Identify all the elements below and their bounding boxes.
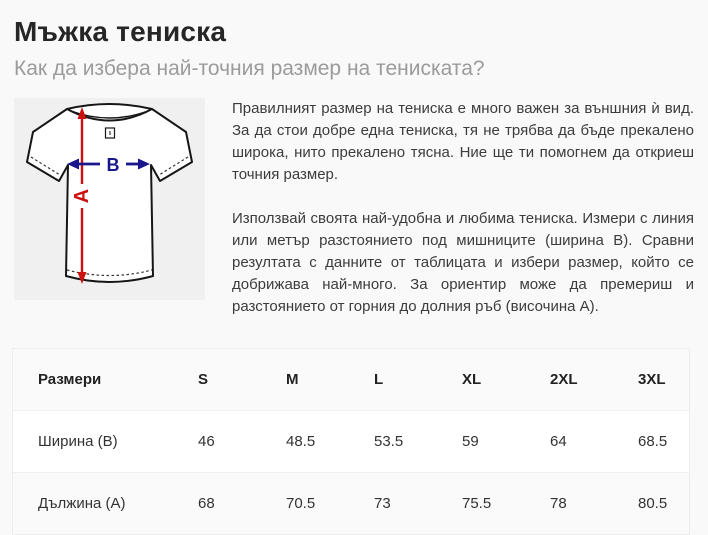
size-value-cell: 59: [462, 433, 479, 450]
width-label-b: B: [107, 155, 120, 175]
page-title: Мъжка тениска: [14, 16, 227, 47]
size-table-row-length: Дължина (А) 68 70.5 73 75.5 78 80.5: [13, 472, 689, 534]
row-label-length: Дължина (А): [38, 495, 126, 512]
size-value-cell: 64: [550, 433, 567, 450]
size-table-header-2xl: 2XL: [550, 371, 578, 388]
size-table-header-s: S: [198, 371, 209, 388]
size-table-header-xl: XL: [462, 371, 482, 388]
width-arrow-b: B: [67, 155, 150, 175]
size-value-cell: 48.5: [286, 433, 316, 450]
intro-paragraph-1: Правилният размер на тениска е много важ…: [232, 100, 694, 183]
size-value-cell: 75.5: [462, 495, 492, 512]
tshirt-outline-icon: [26, 103, 193, 283]
height-arrow-a: A: [71, 107, 93, 284]
size-value-cell: 46: [198, 433, 215, 450]
size-value-cell: 73: [374, 495, 391, 512]
size-table-header-sizes: Размери: [38, 371, 102, 388]
tshirt-diagram-icon: A B: [26, 103, 193, 284]
size-value-cell: 68.5: [638, 433, 668, 450]
row-label-width: Ширина (B): [38, 433, 118, 450]
page-subtitle: Как да избера най-точния размер на тенис…: [14, 57, 485, 80]
height-label-a: A: [71, 189, 93, 203]
size-table: Размери S M L XL 2XL 3XL Ширина (B) 46 4…: [12, 348, 690, 535]
size-table-header-row: Размери S M L XL 2XL 3XL: [13, 349, 689, 410]
size-value-cell: 53.5: [374, 433, 404, 450]
size-value-cell: 78: [550, 495, 567, 512]
size-table-header-3xl: 3XL: [638, 371, 666, 388]
intro-text: Правилният размер на тениска е много важ…: [232, 98, 694, 318]
size-value-cell: 68: [198, 495, 215, 512]
size-value-cell: 70.5: [286, 495, 316, 512]
size-value-cell: 80.5: [638, 495, 668, 512]
tshirt-measurement-diagram: A B: [14, 98, 205, 300]
size-table-header-m: M: [286, 371, 299, 388]
size-table-header-l: L: [374, 371, 384, 388]
intro-paragraph-2: Използвай своята най-удобна и любима тен…: [232, 210, 694, 315]
intro-section: A B Правилният размер на тениска е много…: [14, 98, 694, 318]
size-table-row-width: Ширина (B) 46 48.5 53.5 59 64 68.5: [13, 410, 689, 472]
